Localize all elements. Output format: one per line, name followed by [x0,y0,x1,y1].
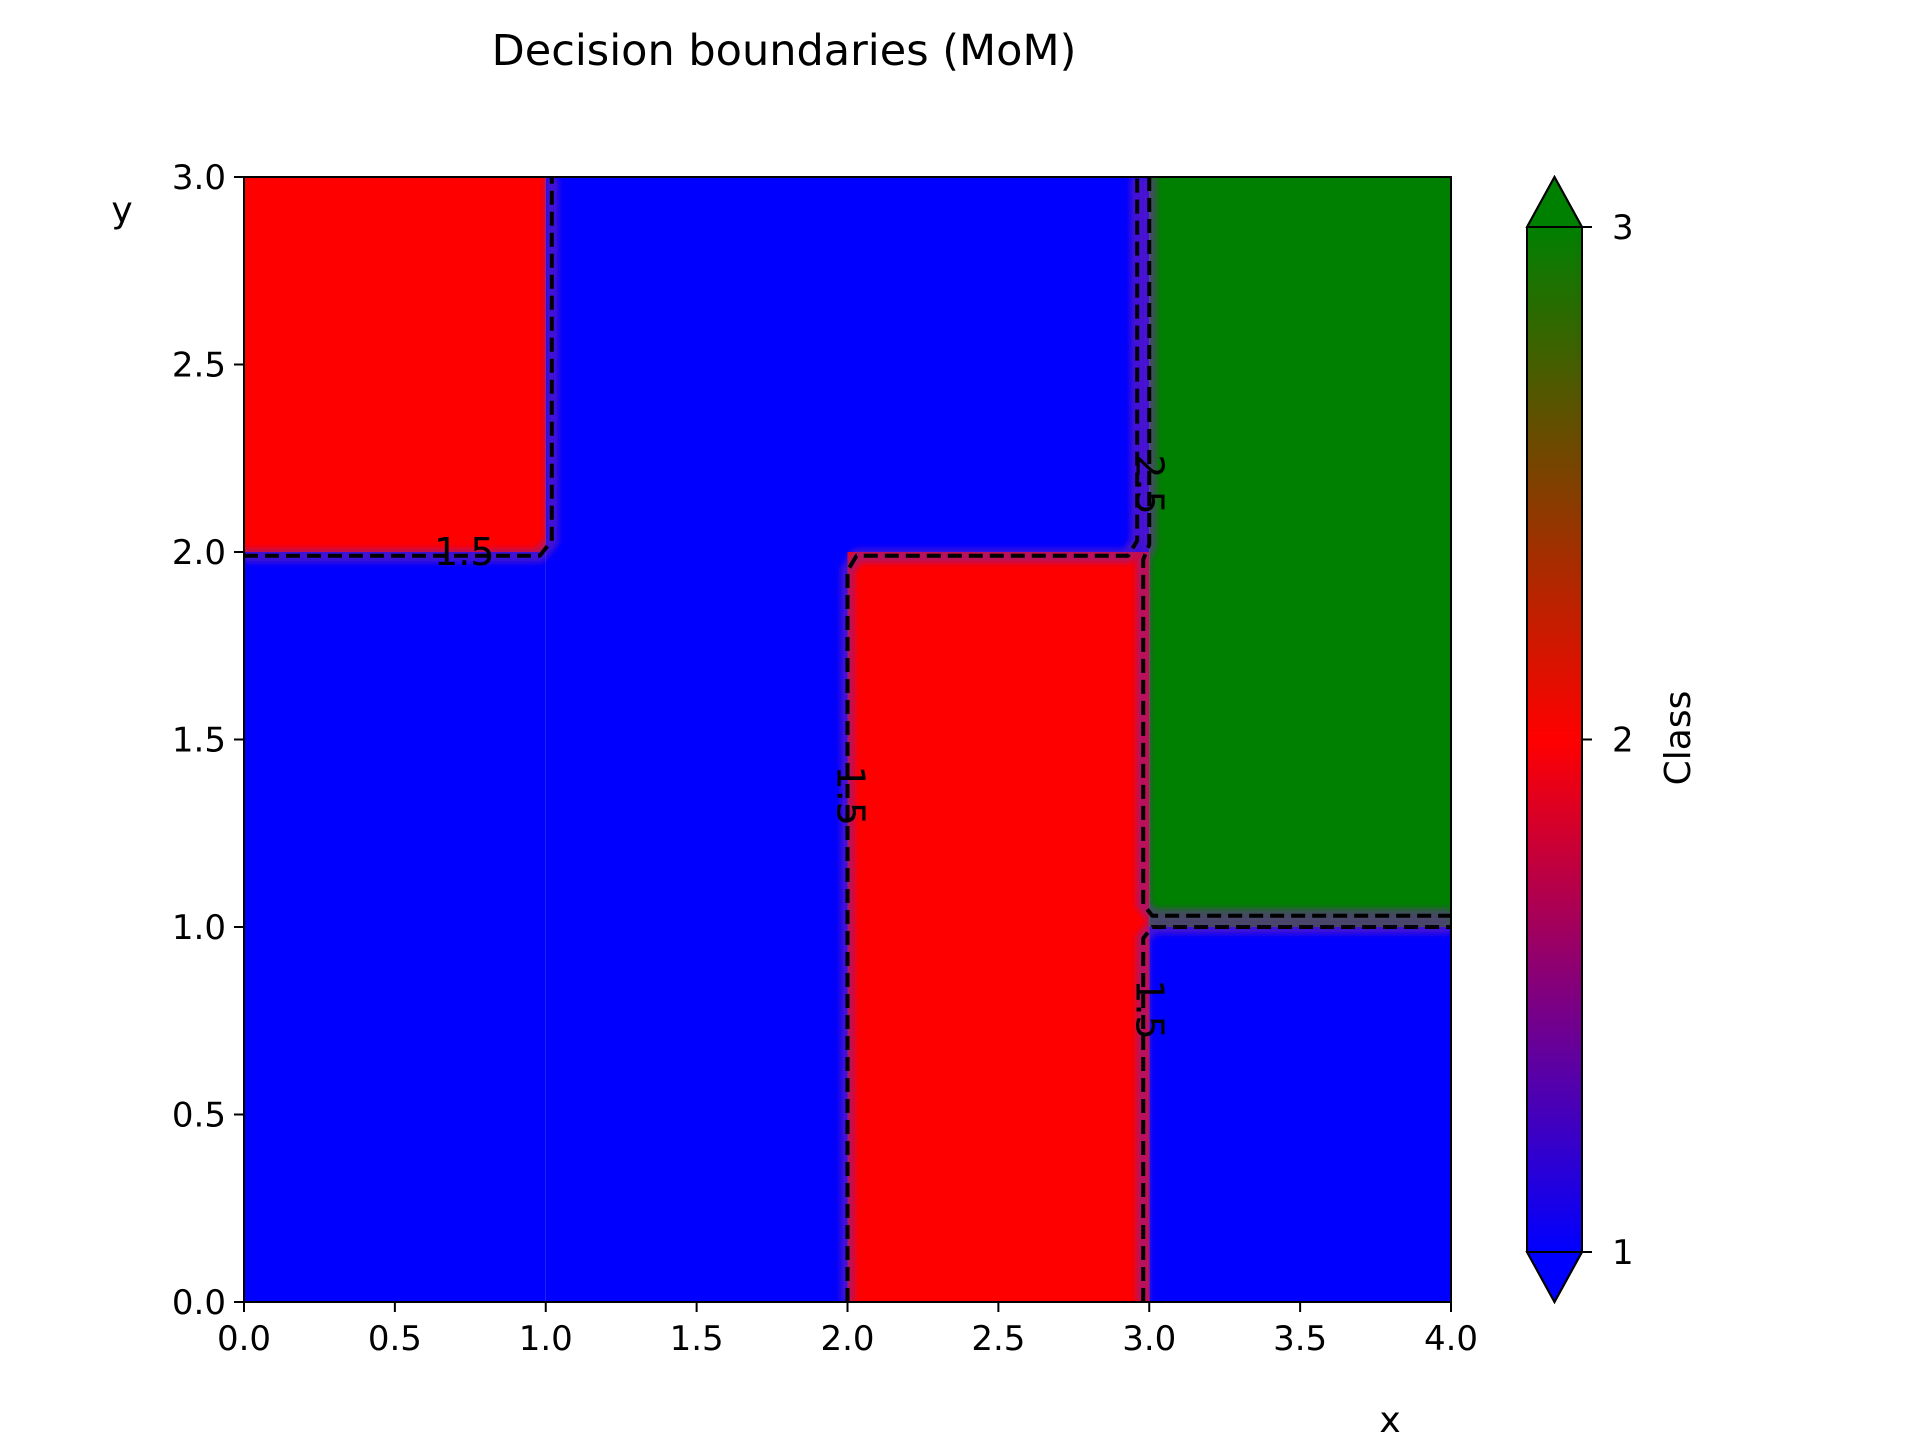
contour-line-2_5 [1141,177,1451,918]
x-tick-label: 0.5 [368,1319,422,1359]
contour-line-1_5 [845,177,1140,1302]
y-tick-label: 1.0 [172,908,226,948]
x-tick-label: 1.5 [670,1319,724,1359]
y-axis: 0.0 0.5 1.0 1.5 2.0 2.5 3.0 [172,158,244,1323]
region-class-1 [1149,927,1451,1302]
colorbar: 1 2 3 [1525,174,1634,1305]
colorbar-label: Class [1658,691,1699,786]
y-tick-label: 0.0 [172,1283,226,1323]
contour-line-1_5 [244,177,554,558]
y-tick-label: 3.0 [172,158,226,198]
x-tick-label: 1.0 [519,1319,573,1359]
y-axis-label: y [111,190,132,231]
contour-lines [244,177,1451,1302]
y-tick-label: 0.5 [172,1096,226,1136]
y-tick-label: 1.5 [172,721,226,761]
region-class-3 [1149,177,1451,927]
contour-label: 2.5 [1127,454,1171,514]
colorbar-gradient [1527,227,1582,1252]
decision-regions [244,177,1451,1302]
contour-label: 1.5 [829,766,873,826]
x-tick-label: 2.5 [971,1319,1025,1359]
chart-title: Decision boundaries (MoM) [492,26,1077,76]
x-tick-label: 4.0 [1424,1319,1478,1359]
colorbar-tick-label: 2 [1612,721,1634,761]
contour-line-1_5 [1141,925,1451,1302]
colorbar-tick-label: 3 [1612,208,1634,248]
contour-label: 1.5 [1127,979,1171,1039]
contour-labels: 1.5 1.5 2.5 1.5 [434,454,1171,1039]
colorbar-extend-bottom [1525,1251,1584,1305]
x-tick-label: 2.0 [820,1319,874,1359]
x-axis: 0.0 0.5 1.0 1.5 2.0 2.5 3.0 3.5 4.0 [217,1302,1478,1359]
x-tick-label: 3.0 [1122,1319,1176,1359]
x-tick-label: 3.5 [1273,1319,1327,1359]
y-tick-label: 2.0 [172,533,226,573]
y-tick-label: 2.5 [172,346,226,386]
region-class-2 [244,177,546,552]
region-class-1 [244,552,546,1302]
region-class-1 [545,177,848,1302]
x-axis-label: x [1379,1400,1400,1440]
colorbar-extend-top [1525,174,1584,228]
x-tick-label: 0.0 [217,1319,271,1359]
region-class-1 [847,177,1150,552]
colorbar-tick-label: 1 [1612,1233,1634,1273]
contour-label: 1.5 [434,530,494,574]
region-class-2 [847,552,1150,1302]
